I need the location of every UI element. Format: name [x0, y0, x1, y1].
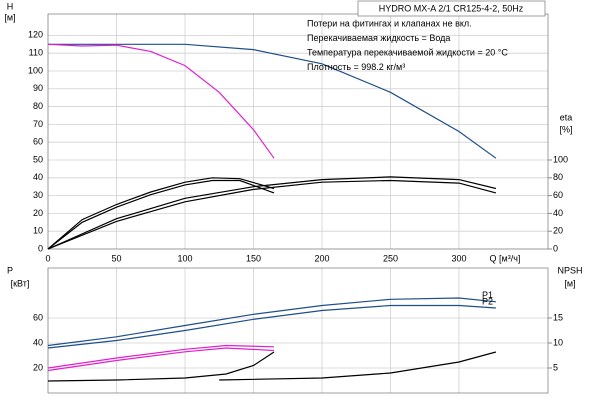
series-line [47, 344, 275, 369]
series-line [47, 179, 497, 250]
series-label: P2 [482, 296, 493, 306]
y-tick-label: 40 [33, 337, 43, 347]
series-line [47, 179, 275, 250]
x-tick-label: 300 [451, 253, 466, 263]
y-tick-label: 80 [33, 101, 43, 111]
y-tick-label: 30 [33, 190, 43, 200]
y-tick-label: 20 [33, 362, 43, 372]
y2-tick-label: 5 [553, 362, 558, 372]
x-tick-label: 200 [314, 253, 329, 263]
y-tick-label: 90 [33, 83, 43, 93]
y-axis-unit: [кВт] [11, 278, 30, 288]
y-axis-unit: [м] [4, 12, 15, 22]
annotation: Плотность = 998.2 кг/м³ [307, 62, 405, 72]
x-tick-label: 150 [246, 253, 261, 263]
y-tick-label: 40 [33, 172, 43, 182]
series-line [47, 297, 496, 347]
y-tick-label: 20 [33, 208, 43, 218]
x-tick-label: 50 [111, 253, 121, 263]
y-tick-label: 120 [28, 30, 43, 40]
annotation: Температура перекачиваемой жидкости = 20… [307, 47, 508, 57]
x-tick-label: 250 [383, 253, 398, 263]
y-axis-label: P [7, 265, 13, 275]
series-line [47, 304, 496, 349]
y-tick-label: 10 [33, 226, 43, 236]
series-line [48, 43, 497, 159]
y-tick-label: 0 [38, 243, 43, 253]
annotation: Потери на фитингах и клапанах не вкл. [307, 18, 472, 28]
y2-tick-label: 15 [553, 312, 563, 322]
y2-tick-label: 40 [553, 208, 563, 218]
series-line [47, 351, 275, 382]
x-axis-label: Q [м³/ч] [490, 253, 521, 263]
series-label: P1 [482, 290, 493, 300]
y-axis-label: H [7, 1, 14, 11]
x-tick-label: 100 [177, 253, 192, 263]
y-tick-label: 60 [33, 312, 43, 322]
series-line [219, 351, 497, 381]
series-line [47, 43, 275, 159]
header: HYDRO MX-A 2/1 CR125-4-2, 50Hz [379, 3, 524, 13]
x-tick-label: 0 [45, 253, 50, 263]
series-line [47, 347, 275, 372]
y2-tick-label: 0 [553, 243, 558, 253]
series-line [47, 177, 275, 250]
y2-axis-unit: [%] [559, 124, 572, 134]
y-tick-label: 50 [33, 154, 43, 164]
y2-tick-label: 100 [553, 154, 568, 164]
y2-tick-label: 60 [553, 190, 563, 200]
y2-tick-label: 10 [553, 337, 563, 347]
y-tick-label: 110 [29, 48, 43, 58]
header-box [357, 0, 546, 17]
annotation: Перекачиваемая жидкость = Вода [307, 33, 450, 43]
y-tick-label: 100 [28, 65, 43, 75]
y2-axis-label: eta [560, 112, 573, 122]
plot-frame [47, 267, 549, 394]
y-tick-label: 70 [33, 119, 43, 129]
y2-tick-label: 80 [553, 172, 563, 182]
plot-frame [47, 13, 549, 250]
y2-axis-unit: [м] [564, 278, 575, 288]
y2-tick-label: 20 [553, 226, 563, 236]
y2-axis-label: NPSH [557, 265, 582, 275]
series-line [47, 176, 497, 250]
y-tick-label: 60 [33, 137, 43, 147]
